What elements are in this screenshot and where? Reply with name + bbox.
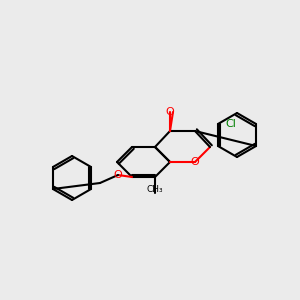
Text: O: O xyxy=(114,170,122,180)
Text: O: O xyxy=(190,157,200,167)
Text: O: O xyxy=(166,107,174,117)
Text: Cl: Cl xyxy=(225,119,236,129)
Text: CH₃: CH₃ xyxy=(147,184,163,194)
